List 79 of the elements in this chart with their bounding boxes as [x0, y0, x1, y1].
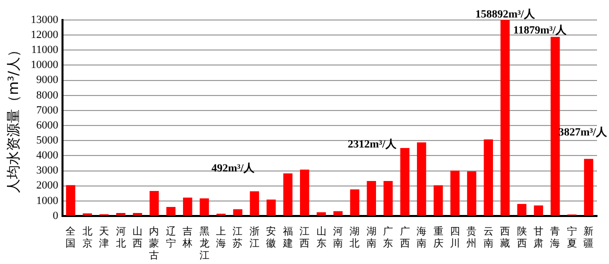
- x-tick-label: 上海: [216, 226, 226, 250]
- bar: [116, 212, 126, 216]
- bar: [450, 170, 460, 216]
- x-tick-label: 甘肃: [534, 226, 544, 250]
- x-tick-label: 贵州: [466, 226, 477, 250]
- x-tick-label: 山东: [316, 226, 326, 250]
- x-tick-label: 湖南: [366, 226, 376, 250]
- x-tick-label: 西藏: [500, 226, 510, 250]
- bar: [150, 190, 159, 216]
- bar: [534, 205, 544, 216]
- bar: [283, 173, 292, 216]
- y-tick-label: 4000: [36, 150, 59, 162]
- y-axis-title: 人均水资源量（m³/人）: [6, 43, 22, 193]
- bar: [183, 198, 192, 216]
- bar: [416, 142, 426, 216]
- bar: [384, 181, 393, 216]
- bar: [350, 189, 360, 216]
- y-tick-label: 1000: [36, 194, 59, 207]
- y-tick-label: 9000: [36, 74, 59, 86]
- x-tick-label: 宁夏: [566, 226, 577, 250]
- y-tick-label: 2000: [36, 180, 59, 192]
- x-tick-label: 新疆: [584, 226, 594, 250]
- y-tick-label: 11000: [31, 44, 59, 56]
- y-tick-label: 7000: [36, 104, 59, 116]
- x-tick-label: 江西: [300, 226, 310, 250]
- y-tick-label: 12000: [30, 28, 59, 41]
- bar: [132, 212, 142, 216]
- x-tick-label: 重庆: [433, 226, 444, 250]
- y-tick-label: 0: [52, 210, 59, 222]
- bar: [400, 148, 410, 216]
- bar: [250, 191, 260, 216]
- x-tick-label: 广东: [383, 226, 394, 250]
- x-tick-label: 湖北: [350, 226, 360, 250]
- bar: [266, 200, 276, 216]
- x-tick-label: 吉林: [182, 226, 193, 250]
- bar: [316, 212, 326, 216]
- x-tick-label: 北京: [82, 226, 92, 250]
- annotation: 158892m³/人: [475, 8, 536, 20]
- x-tick-label: 内蒙古: [149, 226, 160, 262]
- bar: [467, 171, 476, 216]
- x-tick-label: 青海: [550, 226, 560, 250]
- annotation: 492m³/人: [211, 162, 256, 174]
- x-tick-label: 河南: [333, 226, 344, 250]
- annotation: 11879m³/人: [513, 24, 568, 36]
- annotation: 2312m³/人: [348, 138, 398, 150]
- y-tick-label: 3000: [36, 164, 59, 177]
- x-tick-label: 河北: [116, 226, 126, 250]
- bar: [66, 185, 76, 216]
- bar: [366, 181, 376, 216]
- y-tick-label: 6000: [36, 119, 59, 132]
- x-tick-label: 海南: [416, 226, 427, 250]
- bar: [200, 198, 209, 216]
- x-tick-label: 云南: [483, 226, 494, 250]
- bar: [166, 206, 176, 216]
- x-tick-label: 山西: [132, 226, 142, 250]
- x-tick-label: 辽宁: [166, 226, 176, 250]
- x-tick-label: 安徽: [266, 226, 276, 250]
- x-tick-label: 福建: [282, 226, 293, 250]
- bar: [233, 209, 242, 216]
- y-tick-label: 13000: [30, 14, 59, 26]
- x-tick-label: 四川: [450, 226, 460, 250]
- y-tick-label: 10000: [30, 59, 59, 72]
- x-tick-label: 广西: [400, 226, 410, 250]
- x-tick-label: 陕西: [516, 226, 527, 250]
- bar: [500, 20, 510, 216]
- bar: [434, 185, 443, 216]
- x-tick-label: 江苏: [232, 226, 243, 250]
- bar: [333, 211, 343, 216]
- x-tick-label: 天津: [99, 226, 110, 250]
- bar: [517, 204, 526, 216]
- x-tick-label: 全国: [66, 226, 76, 250]
- x-tick-label: 浙江: [249, 226, 260, 250]
- bar: [550, 36, 560, 216]
- bar: [300, 170, 310, 216]
- bar: [484, 139, 493, 216]
- x-tick-label: 黑龙江: [199, 226, 210, 262]
- bar: [584, 158, 594, 216]
- y-tick-label: 8000: [36, 89, 59, 102]
- y-tick-label: 5000: [36, 134, 59, 147]
